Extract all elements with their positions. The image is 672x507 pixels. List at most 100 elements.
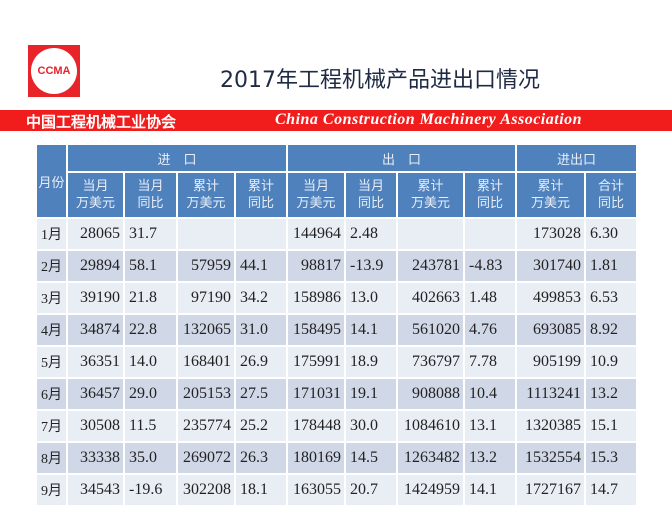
value-cell: 205153	[176, 377, 236, 411]
value-cell: 31.0	[233, 313, 289, 347]
column-header-line: 同比	[477, 196, 504, 211]
value-cell: 173028	[515, 217, 587, 251]
value-cell: 30508	[66, 409, 125, 443]
value-cell: 98817	[286, 249, 347, 283]
column-header-line: 万美元	[75, 196, 115, 211]
column-header-line: 当月	[303, 179, 330, 194]
value-cell: 561020	[396, 313, 466, 347]
value-cell: 31.7	[123, 217, 178, 251]
value-cell: 175991	[286, 345, 347, 379]
value-cell: 1.48	[463, 281, 518, 315]
column-header-line: 万美元	[186, 196, 226, 211]
month-cell: 6月	[35, 377, 68, 411]
value-cell: -19.6	[123, 473, 178, 507]
value-cell: 7.78	[463, 345, 518, 379]
value-cell: -13.9	[344, 249, 399, 283]
column-header-line: 同比	[248, 196, 275, 211]
value-cell: 1.81	[584, 249, 639, 283]
value-cell: 2.48	[344, 217, 399, 251]
month-header: 月份	[35, 143, 68, 219]
value-cell: 8.92	[584, 313, 639, 347]
ccma-logo: CCMA	[28, 45, 80, 97]
column-header-line: 同比	[598, 196, 625, 211]
value-cell: 13.0	[344, 281, 399, 315]
value-cell: 34874	[66, 313, 125, 347]
column-header: 当月 同比	[344, 171, 399, 219]
value-cell: 35.0	[123, 441, 178, 475]
table-row: 4月 34874 22.8 132065 31.0 158495 14.1 561020 4.7…	[35, 313, 639, 347]
value-cell: 171031	[286, 377, 347, 411]
table-row: 5月 36351 14.0 168401 26.9 175991 18.9 736797 7.7…	[35, 345, 639, 379]
banner-en: China Construction Machinery Association	[275, 111, 583, 128]
logo-text: CCMA	[31, 48, 77, 94]
value-cell: 25.2	[233, 409, 289, 443]
column-header-line: 累计	[248, 179, 275, 194]
value-cell: 14.5	[344, 441, 399, 475]
value-cell: 736797	[396, 345, 466, 379]
group-header-export: 出 口	[286, 143, 518, 173]
table-row: 1月 28065 31.7 144964 2.48 173028 6.30	[35, 217, 639, 251]
value-cell: 39190	[66, 281, 125, 315]
value-cell: 57959	[176, 249, 236, 283]
value-cell: 243781	[396, 249, 466, 283]
value-cell: 26.9	[233, 345, 289, 379]
value-cell: 1727167	[515, 473, 587, 507]
import-export-table: 月份 进 口 出 口 进出口 当月 万美元 当月 同比 累计 万美元 累计 同比 当月 万美元 当月…	[35, 143, 639, 507]
value-cell: 14.0	[123, 345, 178, 379]
column-header: 累计 万美元	[515, 171, 587, 219]
column-header: 当月 同比	[123, 171, 178, 219]
value-cell	[176, 217, 236, 251]
month-cell: 9月	[35, 473, 68, 507]
column-header: 累计 同比	[233, 171, 289, 219]
value-cell: 905199	[515, 345, 587, 379]
column-header-line: 万美元	[296, 196, 336, 211]
table-row: 6月 36457 29.0 205153 27.5 171031 19.1 908088 10.…	[35, 377, 639, 411]
value-cell	[463, 217, 518, 251]
value-cell: 13.2	[584, 377, 639, 411]
value-cell: 20.7	[344, 473, 399, 507]
value-cell: 10.4	[463, 377, 518, 411]
value-cell: 1424959	[396, 473, 466, 507]
value-cell: 693085	[515, 313, 587, 347]
value-cell: 144964	[286, 217, 347, 251]
value-cell	[233, 217, 289, 251]
value-cell: 29.0	[123, 377, 178, 411]
value-cell: 10.9	[584, 345, 639, 379]
association-banner: 中国工程机械工业协会 China Construction Machinery …	[0, 110, 672, 131]
column-header: 累计 万美元	[176, 171, 236, 219]
month-cell: 2月	[35, 249, 68, 283]
value-cell: 18.9	[344, 345, 399, 379]
month-cell: 4月	[35, 313, 68, 347]
value-cell: 34543	[66, 473, 125, 507]
value-cell: 158495	[286, 313, 347, 347]
column-header-line: 累计	[537, 179, 564, 194]
value-cell: 21.8	[123, 281, 178, 315]
value-cell: 30.0	[344, 409, 399, 443]
value-cell: 301740	[515, 249, 587, 283]
value-cell: 6.30	[584, 217, 639, 251]
value-cell: 499853	[515, 281, 587, 315]
value-cell: 402663	[396, 281, 466, 315]
value-cell: 132065	[176, 313, 236, 347]
column-header-line: 万美元	[531, 196, 571, 211]
column-header-line: 当月	[82, 179, 109, 194]
value-cell: 36457	[66, 377, 125, 411]
column-header-line: 合计	[598, 179, 625, 194]
value-cell: 168401	[176, 345, 236, 379]
table-row: 7月 30508 11.5 235774 25.2 178448 30.0 1084610 13…	[35, 409, 639, 443]
value-cell: 163055	[286, 473, 347, 507]
value-cell	[396, 217, 466, 251]
value-cell: 29894	[66, 249, 125, 283]
value-cell: 27.5	[233, 377, 289, 411]
value-cell: 58.1	[123, 249, 178, 283]
column-header-line: 当月	[137, 179, 164, 194]
value-cell: 14.1	[344, 313, 399, 347]
table-row: 8月 33338 35.0 269072 26.3 180169 14.5 1263482 13…	[35, 441, 639, 475]
table-row: 9月 34543 -19.6 302208 18.1 163055 20.7 1424959 1…	[35, 473, 639, 507]
month-cell: 7月	[35, 409, 68, 443]
banner-cn: 中国工程机械工业协会	[26, 113, 177, 131]
column-header-line: 累计	[477, 179, 504, 194]
column-header-line: 累计	[417, 179, 444, 194]
table-row: 3月 39190 21.8 97190 34.2 158986 13.0 402663 1.48…	[35, 281, 639, 315]
month-cell: 1月	[35, 217, 68, 251]
